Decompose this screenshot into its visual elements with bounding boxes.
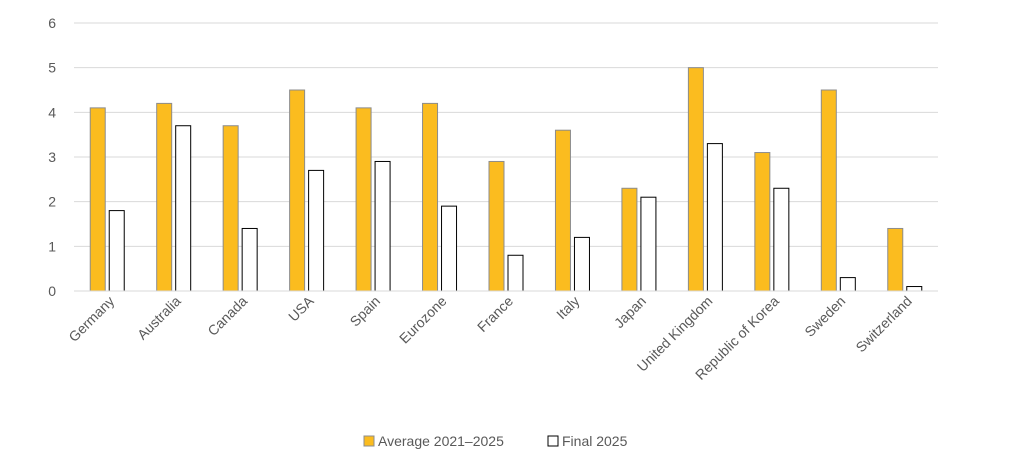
x-tick-label: Australia (134, 293, 184, 343)
bar-average (89, 107, 106, 292)
bar-final (906, 286, 923, 292)
y-tick-label: 6 (48, 15, 56, 31)
y-tick-label: 1 (48, 238, 56, 254)
x-tick-label: Germany (65, 293, 117, 345)
bars (74, 67, 938, 292)
bar-final (108, 210, 125, 292)
bar-final (241, 227, 258, 292)
bar-average (754, 152, 771, 292)
bar-final (308, 169, 325, 292)
y-tick-label: 2 (48, 194, 56, 210)
bar-final (374, 160, 391, 292)
gridlines (74, 22, 938, 292)
legend-swatch-average (363, 435, 375, 447)
x-tick-label: Switzerland (852, 293, 914, 355)
bar-average (422, 102, 439, 292)
bar-average (222, 125, 239, 292)
bar-average (887, 227, 904, 292)
bar-final (839, 277, 856, 292)
bar-final (706, 143, 723, 292)
y-tick-label: 3 (48, 149, 56, 165)
x-tick-label: Italy (553, 293, 582, 322)
bar-average (820, 89, 837, 292)
y-tick-label: 4 (48, 104, 56, 120)
x-tick-label: USA (285, 292, 317, 324)
bar-final (175, 125, 192, 292)
bar-average (488, 160, 505, 292)
x-tick-label: Spain (347, 293, 384, 330)
bar-average (156, 102, 173, 292)
legend-swatch-final (547, 435, 559, 447)
bar-average (289, 89, 306, 292)
y-axis-ticks: 0 1 2 3 4 5 6 (48, 15, 56, 299)
legend-label-final: Final 2025 (562, 433, 628, 449)
x-tick-label: Japan (611, 293, 649, 331)
bar-average (554, 129, 571, 292)
y-tick-label: 5 (48, 60, 56, 76)
bar-average (621, 187, 638, 292)
x-axis-labels: Germany Australia Canada USA Spain Eurozone Fr… (65, 292, 915, 382)
legend: Average 2021–2025 Final 2025 (363, 433, 628, 449)
legend-label-average: Average 2021–2025 (378, 433, 504, 449)
x-tick-label: Eurozone (396, 293, 450, 347)
y-tick-label: 0 (48, 283, 56, 299)
bar-average (687, 67, 704, 292)
bar-final (441, 205, 458, 292)
bar-final (507, 254, 524, 292)
bar-average (355, 107, 372, 292)
bar-final (640, 196, 657, 292)
x-tick-label: Sweden (801, 293, 848, 340)
x-tick-label: France (474, 293, 516, 335)
bar-final (573, 236, 590, 292)
x-tick-label: Canada (204, 293, 250, 339)
bar-final (773, 187, 790, 292)
